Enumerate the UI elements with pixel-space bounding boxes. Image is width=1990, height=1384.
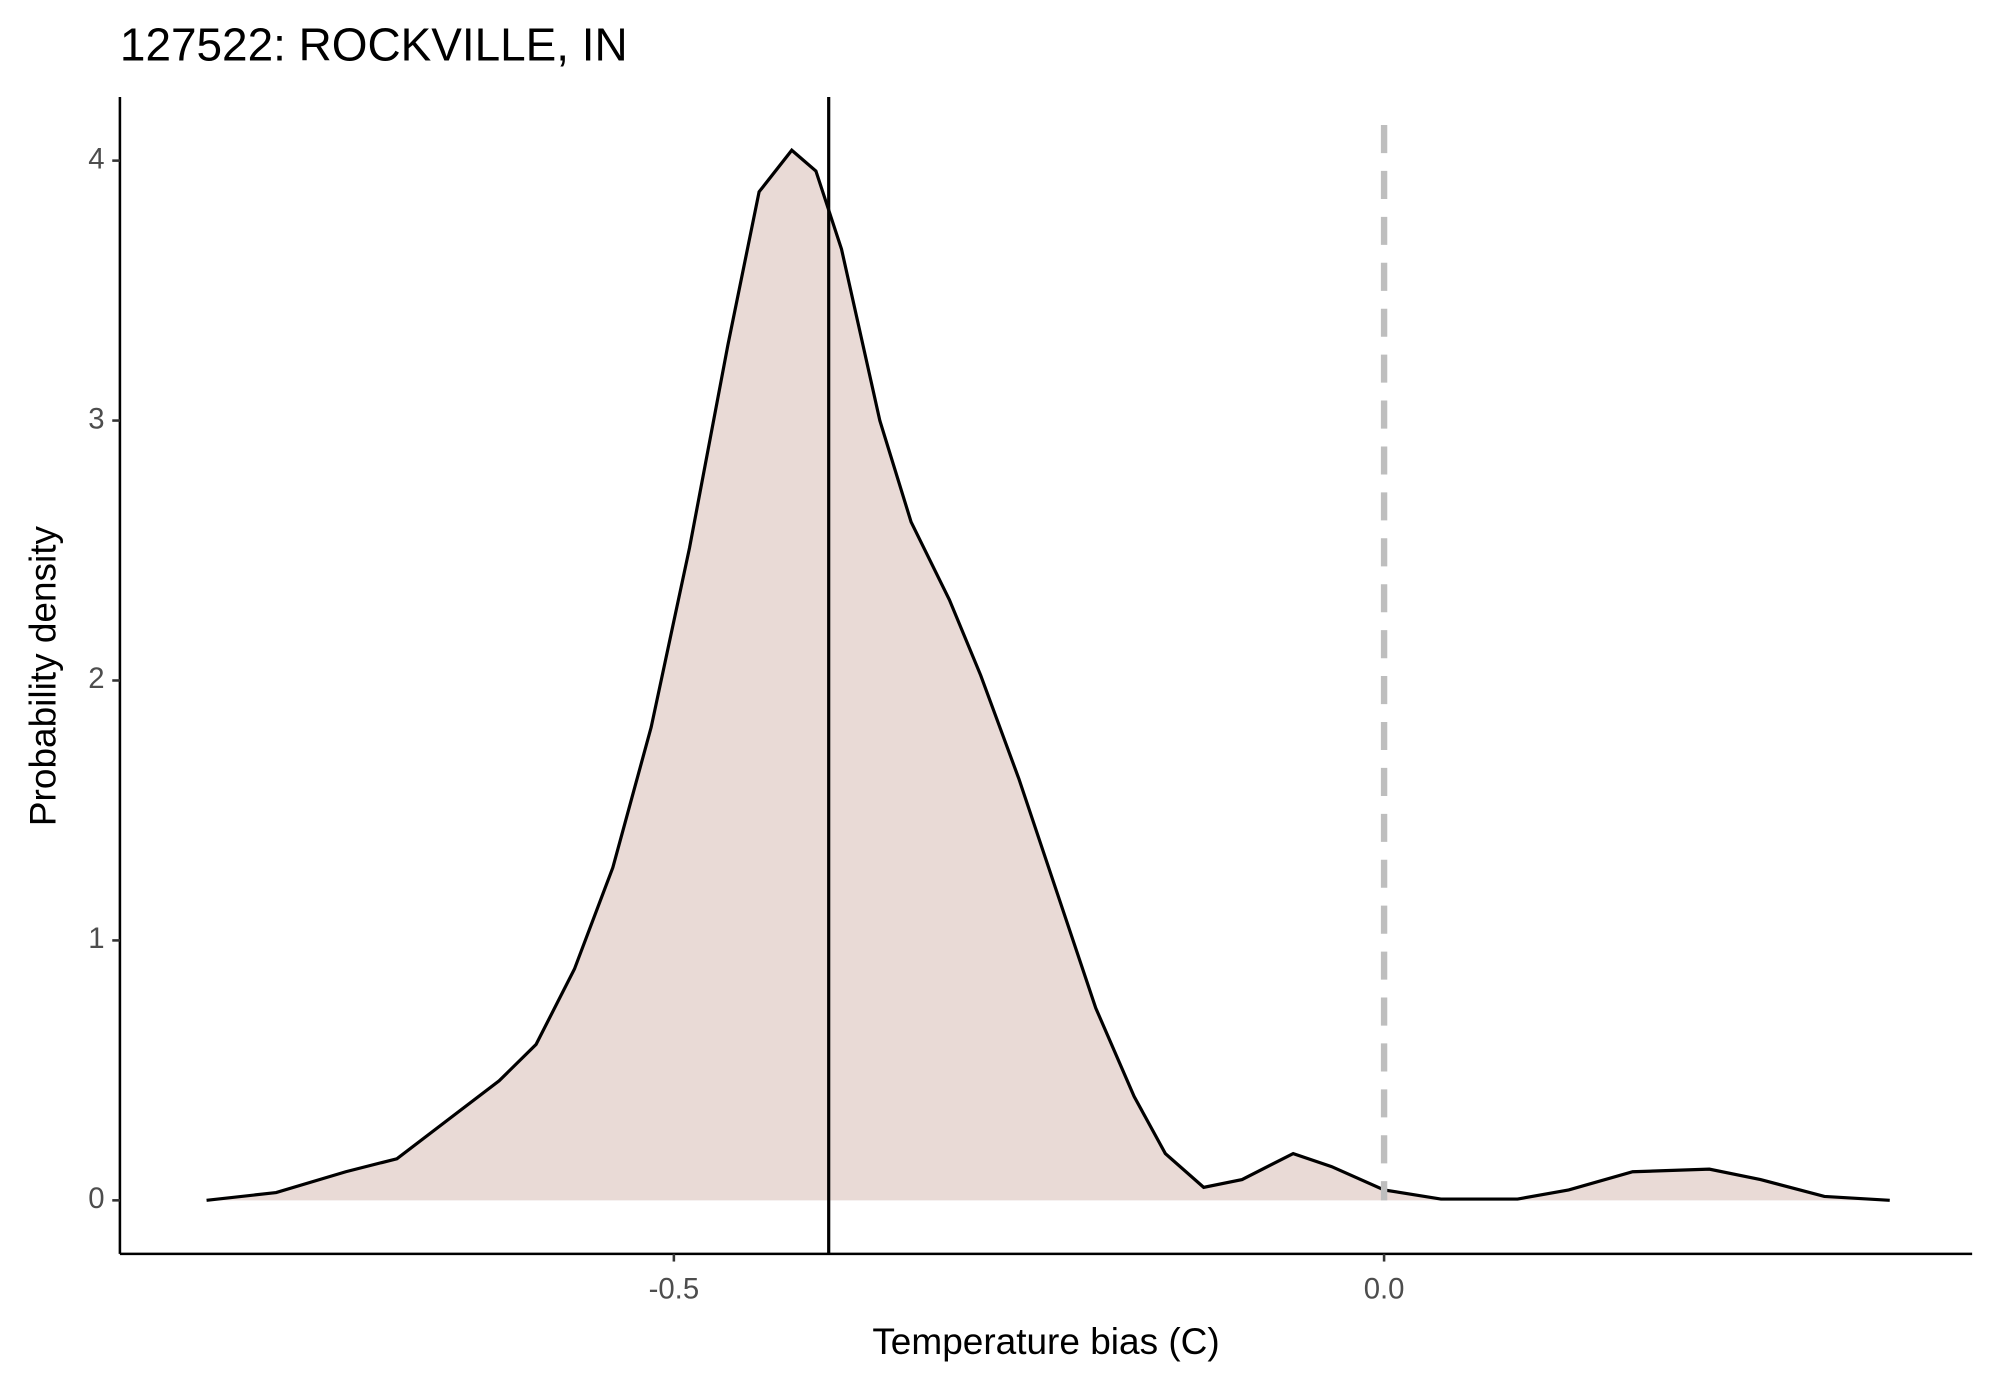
y-axis-title: Probability density	[23, 525, 64, 826]
density-line	[206, 147, 1890, 1202]
y-tick-label: 4	[88, 142, 104, 175]
x-axis-title: Temperature bias (C)	[872, 1321, 1219, 1362]
density-area	[206, 150, 1890, 1201]
y-tick-label: 1	[88, 922, 104, 955]
chart-title: 127522: ROCKVILLE, IN	[120, 19, 628, 71]
x-tick-label: 0.0	[1364, 1273, 1405, 1306]
y-tick-label: 3	[88, 402, 104, 435]
x-tick-label: -0.5	[649, 1273, 700, 1306]
y-tick-label: 0	[88, 1182, 104, 1215]
y-tick-label: 2	[88, 662, 104, 695]
